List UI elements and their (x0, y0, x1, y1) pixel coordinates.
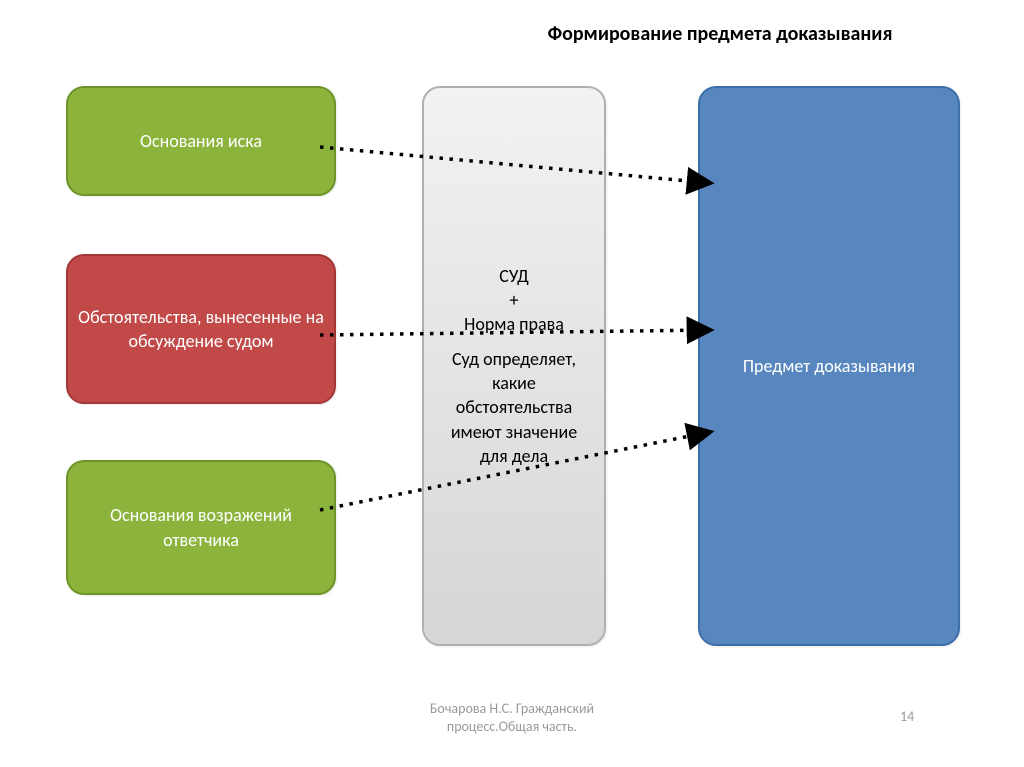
node-label: Обстоятельства, вынесенные на обсуждение… (78, 305, 324, 354)
footer-author: Бочарова Н.С. Гражданскийпроцесс.Общая ч… (362, 700, 662, 736)
node-objection-grounds: Основания возражений ответчика (66, 460, 336, 595)
slide-title: Формирование предмета доказывания (480, 22, 960, 46)
node-court-discussion: Обстоятельства, вынесенные на обсуждение… (66, 254, 336, 404)
node-label: Предмет доказывания (743, 354, 915, 378)
node-label: Основания иска (140, 129, 262, 153)
node-court-rule: СУД+Норма праваСуд определяет,какиеобсто… (422, 86, 606, 646)
node-label: СУД+Норма праваСуд определяет,какиеобсто… (451, 264, 577, 468)
node-subject-of-proof: Предмет доказывания (698, 86, 960, 646)
node-claim-grounds: Основания иска (66, 86, 336, 196)
page-number: 14 (900, 708, 914, 725)
node-label: Основания возражений ответчика (78, 503, 324, 552)
